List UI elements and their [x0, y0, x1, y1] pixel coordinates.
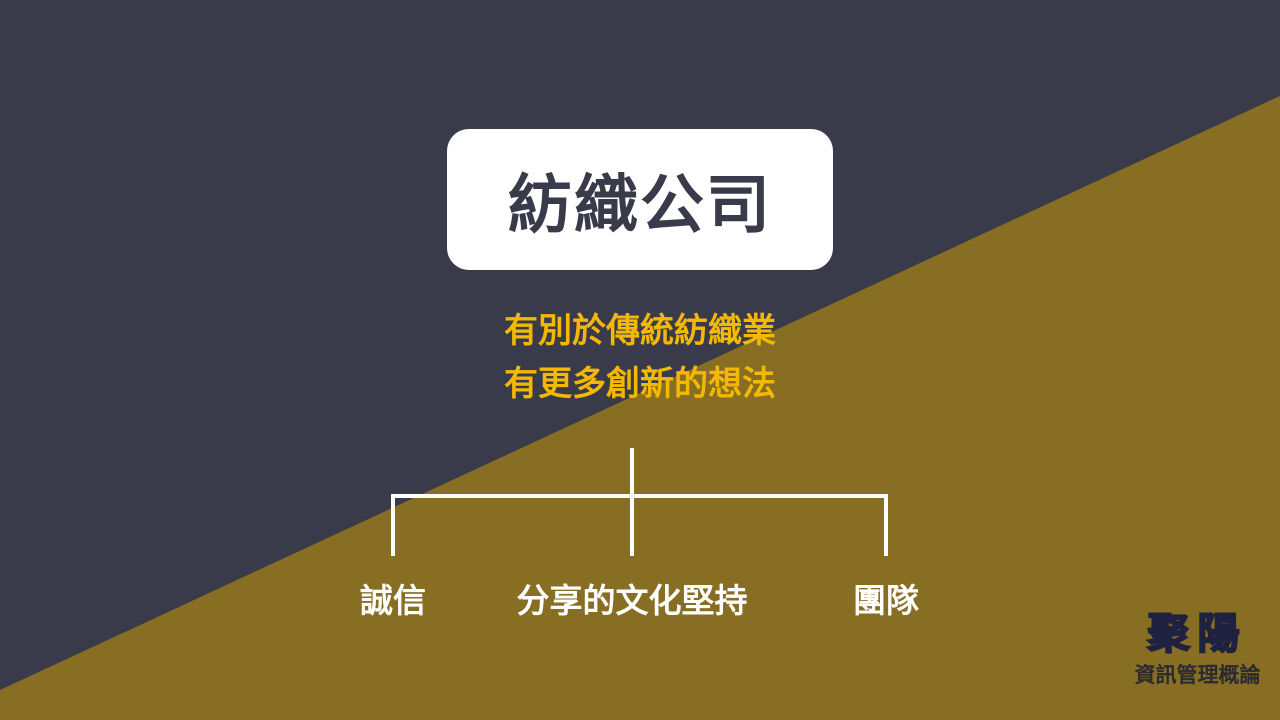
logo-sub-text: 資訊管理概論 [1134, 663, 1261, 687]
title-card: 紡織公司 [447, 129, 833, 270]
branch-sharing-culture: 分享的文化堅持 [516, 581, 748, 620]
logo: 聚陽 資訊管理概論 [1125, 606, 1270, 706]
subtitle-line-1: 有別於傳統紡織業 [504, 311, 776, 351]
subtitle: 有別於傳統紡織業 有更多創新的想法 [440, 305, 840, 411]
logo-main-text: 聚陽 [1146, 608, 1248, 659]
branch-integrity: 誠信 [360, 581, 426, 620]
page-title: 紡織公司 [508, 168, 772, 243]
branch-team: 團隊 [853, 581, 919, 620]
subtitle-line-2: 有更多創新的想法 [504, 364, 776, 404]
background-olive-diagonal [0, 96, 1280, 720]
